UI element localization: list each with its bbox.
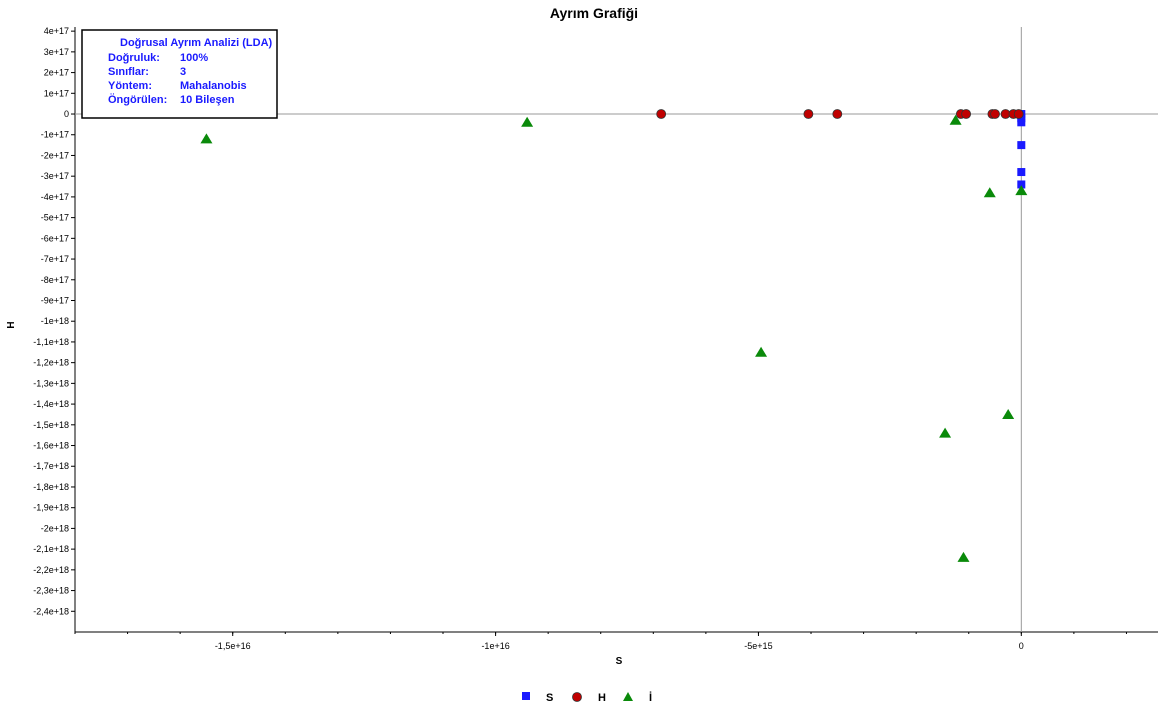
y-tick-label: -1e+18 bbox=[41, 316, 69, 326]
y-tick-label: -1,3e+18 bbox=[33, 378, 69, 388]
legend-label-i: İ bbox=[649, 691, 652, 704]
chart-title: Ayrım Grafiği bbox=[550, 5, 638, 21]
y-tick-label: 4e+17 bbox=[44, 26, 69, 36]
x-axis-ticks: -1,5e+16 -1e+16 -5e+15 0 bbox=[74, 632, 1127, 651]
point-s bbox=[1017, 118, 1026, 127]
legend-marker-h bbox=[572, 692, 582, 702]
y-axis-title: H bbox=[6, 321, 17, 328]
y-tick-label: -1,2e+18 bbox=[33, 358, 69, 368]
legend-marker-i bbox=[623, 692, 633, 701]
point-i bbox=[939, 427, 952, 438]
y-tick-label: -6e+17 bbox=[41, 233, 69, 243]
y-tick-label: 2e+17 bbox=[44, 68, 69, 78]
info-classes-label: Sınıflar: bbox=[108, 66, 149, 78]
x-tick-label: -1e+16 bbox=[481, 641, 509, 651]
point-h bbox=[961, 109, 972, 119]
legend-label-s: S bbox=[546, 692, 553, 704]
y-tick-label: -3e+17 bbox=[41, 171, 69, 181]
y-tick-label: -1,6e+18 bbox=[33, 441, 69, 451]
y-tick-label: -1,4e+18 bbox=[33, 399, 69, 409]
info-classes-value: 3 bbox=[180, 66, 186, 78]
y-tick-label: -2,2e+18 bbox=[33, 565, 69, 575]
info-predicted-value: 10 Bileşen bbox=[180, 94, 235, 106]
y-tick-label: 3e+17 bbox=[44, 47, 69, 57]
point-h bbox=[656, 109, 667, 119]
info-box: Doğrusal Ayrım Analizi (LDA) Doğruluk: 1… bbox=[81, 29, 278, 119]
y-axis-ticks: 4e+17 3e+17 2e+17 1e+17 0 -1e+17 -2e+17 -3e+17 -… bbox=[33, 26, 75, 616]
point-s bbox=[1017, 180, 1026, 189]
point-s bbox=[1017, 114, 1026, 123]
info-predicted-label: Öngörülen: bbox=[108, 93, 167, 106]
y-tick-label: -2e+18 bbox=[41, 523, 69, 533]
point-h bbox=[832, 109, 843, 119]
point-h bbox=[1013, 109, 1024, 119]
x-tick-label: 0 bbox=[1019, 641, 1024, 651]
point-h bbox=[803, 109, 814, 119]
x-tick-label: -1,5e+16 bbox=[215, 641, 251, 651]
y-tick-label: 1e+17 bbox=[44, 88, 69, 98]
point-i bbox=[755, 346, 768, 357]
point-i bbox=[957, 551, 970, 562]
y-tick-label: -2,3e+18 bbox=[33, 586, 69, 596]
point-i bbox=[1015, 185, 1028, 196]
legend-label-h: H bbox=[598, 692, 606, 704]
y-tick-label: -1,5e+18 bbox=[33, 420, 69, 430]
x-tick-label: -5e+15 bbox=[744, 641, 772, 651]
info-method-value: Mahalanobis bbox=[180, 80, 247, 92]
point-i bbox=[200, 133, 213, 144]
info-accuracy-label: Doğruluk: bbox=[108, 52, 160, 64]
point-h bbox=[990, 109, 1000, 119]
y-tick-label: -5e+17 bbox=[41, 213, 69, 223]
y-tick-label: -1,8e+18 bbox=[33, 482, 69, 492]
y-tick-label: -2,4e+18 bbox=[33, 606, 69, 616]
y-tick-label: -2e+17 bbox=[41, 150, 69, 160]
y-tick-label: -9e+17 bbox=[41, 295, 69, 305]
y-tick-label: -1e+17 bbox=[41, 130, 69, 140]
legend: S H İ bbox=[522, 691, 652, 704]
data-points bbox=[200, 109, 1028, 562]
info-title: Doğrusal Ayrım Analizi (LDA) bbox=[120, 37, 273, 49]
y-tick-label: -1,1e+18 bbox=[33, 337, 69, 347]
y-tick-label: -7e+17 bbox=[41, 254, 69, 264]
y-tick-label: -1,9e+18 bbox=[33, 503, 69, 513]
point-i bbox=[521, 116, 534, 127]
info-box-border bbox=[81, 29, 278, 119]
point-i bbox=[983, 187, 996, 198]
y-tick-label: 0 bbox=[64, 109, 69, 119]
point-i bbox=[1002, 408, 1015, 419]
y-tick-label: -4e+17 bbox=[41, 192, 69, 202]
y-tick-label: -1,7e+18 bbox=[33, 461, 69, 471]
point-s bbox=[1017, 168, 1026, 177]
y-tick-label: -2,1e+18 bbox=[33, 544, 69, 554]
y-tick-label: -8e+17 bbox=[41, 275, 69, 285]
x-axis-title: S bbox=[616, 656, 623, 667]
point-s bbox=[1017, 141, 1026, 150]
plot-frame bbox=[74, 27, 1158, 633]
info-accuracy-value: 100% bbox=[180, 52, 208, 64]
legend-marker-s bbox=[522, 692, 530, 700]
info-method-label: Yöntem: bbox=[108, 80, 152, 92]
point-i bbox=[949, 114, 962, 125]
